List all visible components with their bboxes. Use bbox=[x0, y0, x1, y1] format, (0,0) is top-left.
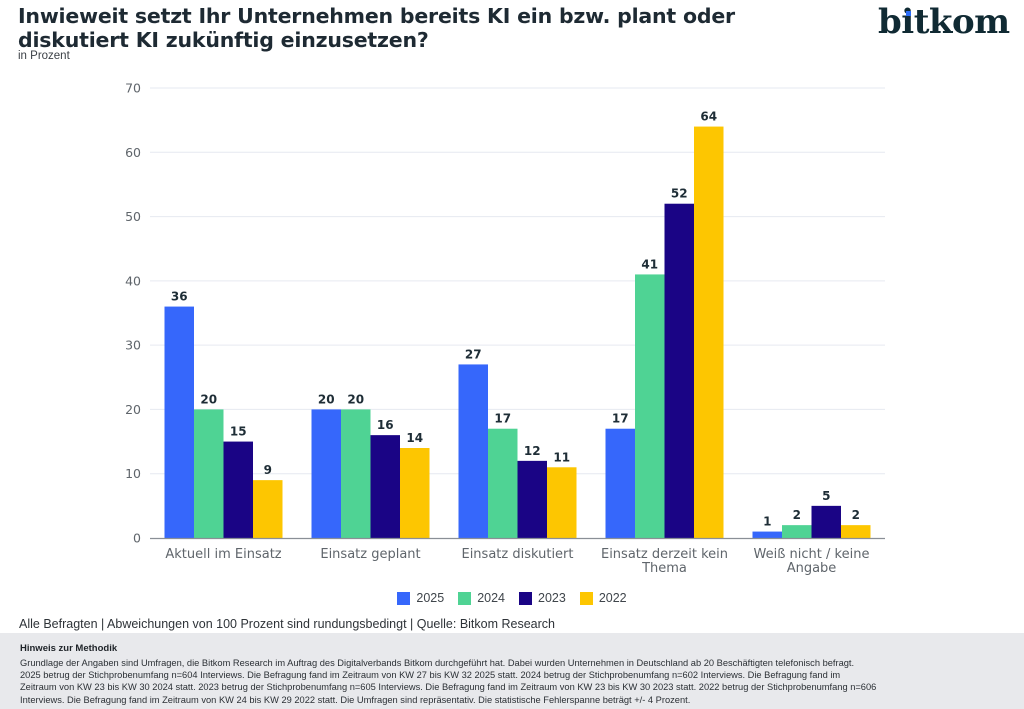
gridlines bbox=[150, 87, 885, 475]
legend-swatch-icon bbox=[458, 591, 472, 605]
bar-2022 bbox=[400, 448, 430, 538]
data-label: 5 bbox=[822, 489, 830, 503]
legend-item-2022: 2022 bbox=[579, 591, 627, 605]
methodology-line: Interviews. Die Befragung fand im Zeitra… bbox=[20, 694, 691, 705]
data-label: 14 bbox=[406, 431, 423, 445]
data-label: 12 bbox=[524, 444, 541, 458]
data-label: 52 bbox=[671, 187, 688, 201]
y-tick-label: 20 bbox=[125, 402, 141, 417]
methodology-text: Grundlage der Angaben sind Umfragen, die… bbox=[20, 657, 1010, 706]
y-tick-label: 10 bbox=[125, 466, 141, 481]
y-tick-label: 0 bbox=[133, 531, 141, 546]
chart-title: Inwieweit setzt Ihr Unternehmen bereits … bbox=[18, 4, 735, 52]
data-label: 64 bbox=[700, 110, 717, 124]
x-tick-label: Einsatz geplant bbox=[320, 547, 420, 562]
chart-subtitle: in Prozent bbox=[18, 50, 70, 62]
data-label: 27 bbox=[465, 347, 482, 361]
x-tick-label: Weiß nicht / keine bbox=[754, 547, 870, 562]
data-label: 20 bbox=[347, 392, 364, 406]
methodology-line: Grundlage der Angaben sind Umfragen, die… bbox=[20, 658, 855, 668]
methodology-line: Zeitraum von KW 23 bis KW 30 2024 statt.… bbox=[20, 682, 877, 693]
legend-swatch-icon bbox=[397, 591, 411, 605]
bar-2023 bbox=[223, 441, 253, 538]
x-tick-label: Einsatz diskutiert bbox=[461, 547, 573, 562]
y-axis-ticks: 0 10 20 30 40 50 60 70 bbox=[125, 81, 141, 546]
methodology-line: 2025 betrug der Stichprobenumfang n=604 … bbox=[20, 670, 841, 681]
legend-swatch-icon bbox=[579, 591, 593, 605]
legend-swatch-icon bbox=[519, 591, 532, 605]
bar-2022 bbox=[547, 467, 577, 538]
bar-2025 bbox=[311, 409, 341, 538]
legend-label: 2023 bbox=[538, 591, 566, 605]
legend-label: 2025 bbox=[416, 591, 445, 605]
bar-2023 bbox=[811, 505, 841, 538]
bar-2023 bbox=[517, 460, 547, 538]
bar-2022 bbox=[841, 525, 871, 538]
bar-2023 bbox=[664, 203, 694, 538]
legend-item-2023: 2023 bbox=[519, 591, 566, 605]
data-label: 9 bbox=[264, 463, 272, 477]
y-tick-label: 70 bbox=[125, 81, 141, 96]
y-tick-label: 30 bbox=[125, 338, 141, 353]
bar-2024 bbox=[194, 409, 224, 538]
bar-2025 bbox=[164, 306, 194, 538]
data-label: 2 bbox=[793, 508, 801, 522]
x-tick-label: Aktuell im Einsatz bbox=[165, 547, 281, 562]
data-label: 2 bbox=[852, 508, 860, 522]
data-label: 36 bbox=[171, 290, 188, 304]
legend-label: 2024 bbox=[477, 591, 505, 605]
y-tick-label: 40 bbox=[125, 273, 141, 288]
data-label: 11 bbox=[553, 450, 570, 464]
data-label: 15 bbox=[230, 425, 247, 439]
data-label: 1 bbox=[763, 515, 771, 529]
x-axis-labels: Aktuell im Einsatz Einsatz geplant Einsatz… bbox=[165, 547, 869, 576]
bar-2024 bbox=[341, 409, 371, 538]
bar-2025 bbox=[752, 531, 782, 538]
bar-2022 bbox=[253, 480, 283, 538]
data-label: 17 bbox=[612, 412, 629, 426]
bar-2022 bbox=[694, 126, 724, 539]
methodology-title: Hinweis zur Methodik bbox=[20, 643, 118, 654]
source-note: Alle Befragten | Abweichungen von 100 Pr… bbox=[19, 617, 555, 631]
data-label: 20 bbox=[318, 392, 335, 406]
bar-2025 bbox=[605, 428, 635, 538]
bitkom-logo: bitkom bbox=[878, 2, 1010, 42]
legend-item-2025: 2025 bbox=[397, 591, 444, 605]
data-label: 41 bbox=[641, 257, 658, 271]
x-tick-label: Thema bbox=[641, 561, 687, 576]
x-tick-label: Angabe bbox=[787, 561, 837, 576]
legend: 2025 2024 2023 2022 bbox=[0, 591, 1024, 605]
y-tick-label: 50 bbox=[125, 209, 141, 224]
bar-2025 bbox=[458, 364, 488, 538]
legend-label: 2022 bbox=[598, 591, 627, 605]
bar-2024 bbox=[488, 428, 518, 538]
data-label: 17 bbox=[494, 412, 511, 426]
legend-item-2024: 2024 bbox=[458, 591, 505, 605]
bar-2023 bbox=[370, 435, 400, 538]
methodology-box: Hinweis zur Methodik Grundlage der Angab… bbox=[0, 633, 1024, 709]
bars bbox=[164, 126, 871, 539]
logo-dot-icon bbox=[906, 11, 911, 16]
y-tick-label: 60 bbox=[125, 145, 141, 160]
data-label: 20 bbox=[200, 392, 217, 406]
bar-2024 bbox=[635, 274, 665, 538]
x-tick-label: Einsatz derzeit kein bbox=[601, 547, 728, 562]
bar-2024 bbox=[782, 525, 812, 538]
data-label: 16 bbox=[377, 418, 394, 432]
